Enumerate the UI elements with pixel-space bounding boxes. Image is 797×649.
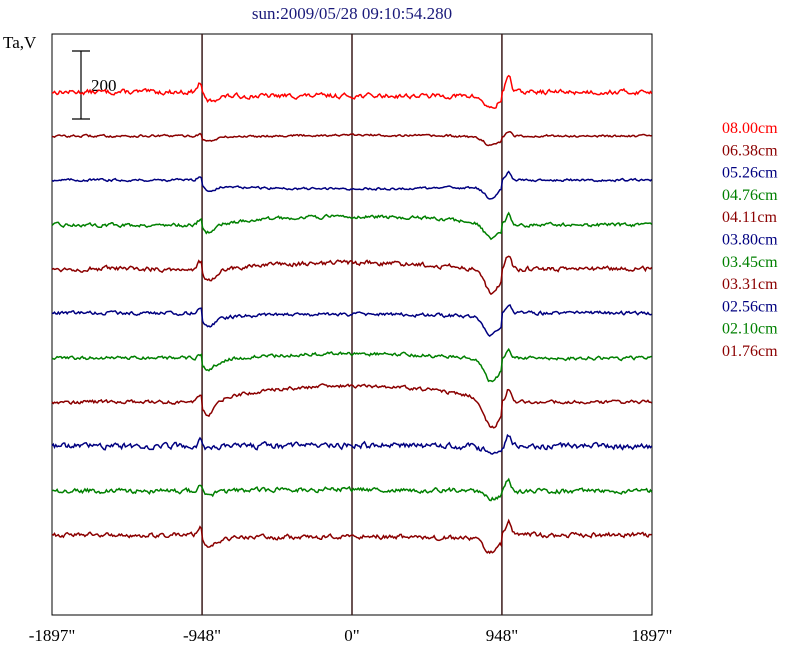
x-tick-label: 1897" — [632, 626, 673, 645]
scale-bar-label: 200 — [91, 76, 117, 95]
series-line-03.45cm — [51, 347, 652, 383]
legend-entry: 05.26cm — [722, 165, 778, 182]
legend-entry: 06.38cm — [722, 142, 778, 159]
x-tick-label: -948" — [183, 626, 221, 645]
legend-entry: 08.00cm — [722, 120, 778, 137]
series-line-08.00cm — [51, 74, 653, 109]
series-line-04.76cm — [51, 211, 653, 241]
x-tick-labels: -1897" -948" 0" 948" 1897" — [29, 626, 673, 645]
series-line-05.26cm — [51, 170, 653, 200]
series-line-02.10cm — [51, 477, 653, 502]
scale-bar: 200 — [72, 50, 117, 120]
legend-entry: 02.10cm — [722, 321, 778, 338]
series-line-03.31cm — [51, 383, 653, 429]
x-tick-label: 948" — [486, 626, 518, 645]
legend-entry: 01.76cm — [722, 343, 778, 360]
series-line-06.38cm — [51, 130, 652, 147]
series-line-04.11cm — [51, 255, 653, 296]
x-tick-label: -1897" — [29, 626, 76, 645]
x-tick-label: 0" — [344, 626, 359, 645]
legend-entry: 04.76cm — [722, 187, 778, 204]
legend-entry: 02.56cm — [722, 298, 778, 315]
series-line-01.76cm — [51, 518, 652, 555]
series-line-03.80cm — [51, 304, 652, 337]
series-line-02.56cm — [51, 433, 653, 455]
legend-entry: 03.45cm — [722, 254, 778, 271]
legend-entry: 03.31cm — [722, 276, 778, 293]
legend-entry: 04.11cm — [722, 209, 778, 226]
y-axis-label: Ta,V — [3, 33, 37, 52]
series-lines — [51, 74, 653, 555]
legend: 08.00cm 06.38cm 05.26cm 04.76cm 04.11cm 03.80… — [722, 120, 778, 360]
chart-title: sun:2009/05/28 09:10:54.280 — [252, 4, 452, 23]
vertical-reference-lines — [201, 34, 503, 615]
legend-entry: 03.80cm — [722, 232, 778, 249]
